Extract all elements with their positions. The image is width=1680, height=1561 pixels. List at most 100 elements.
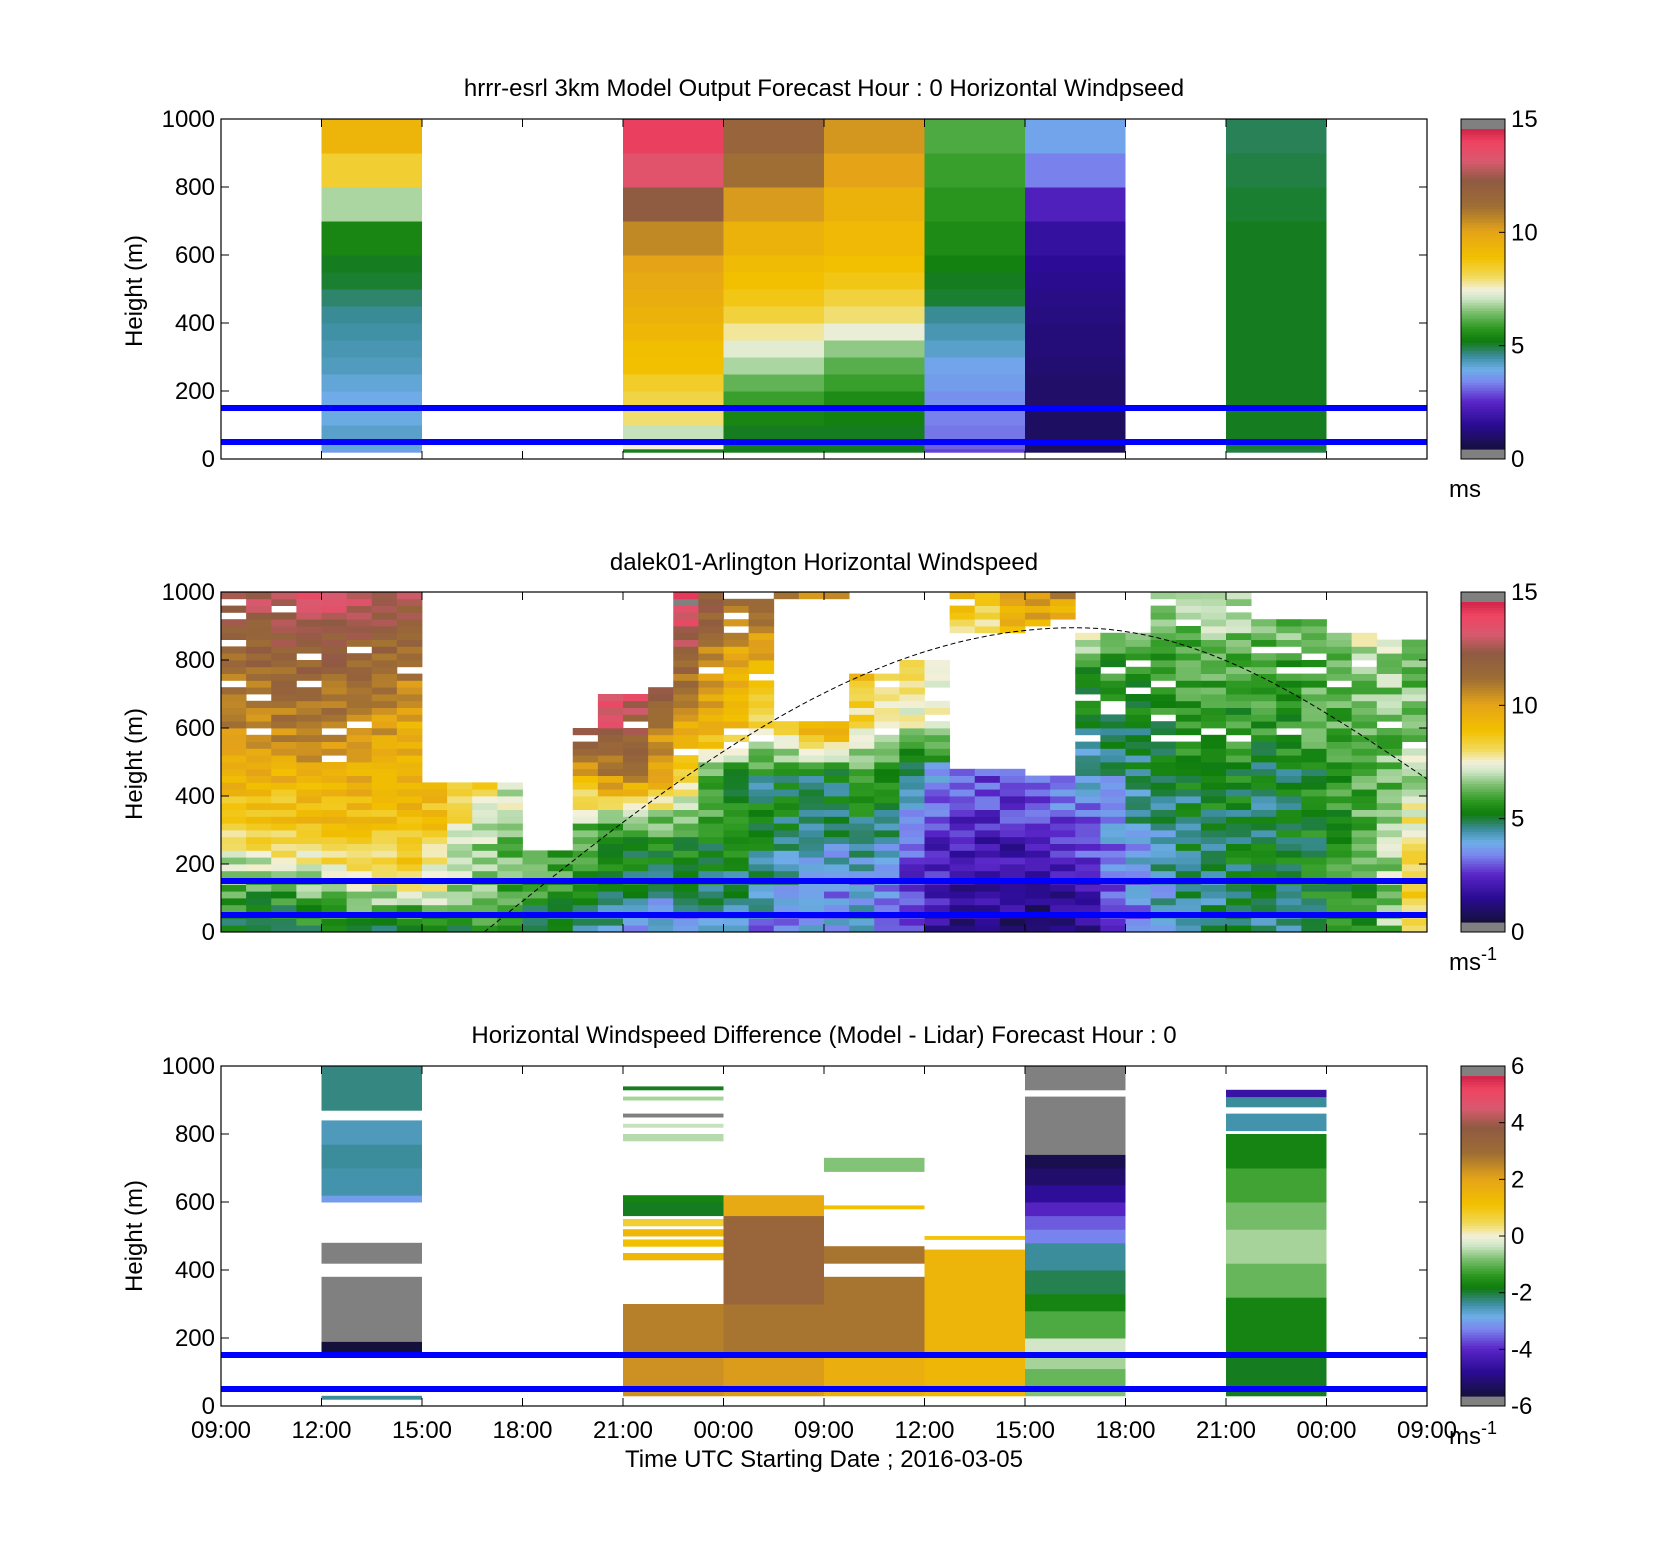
- lidar-cell: [1075, 714, 1101, 722]
- difference-cell: [1025, 1202, 1126, 1217]
- lidar-cell: [1175, 639, 1202, 647]
- lidar-cell: [924, 673, 951, 681]
- colorbar-step: [1461, 230, 1505, 234]
- lidar-cell: [1301, 809, 1327, 817]
- lidar-cell: [1276, 714, 1302, 722]
- colorbar-step: [1461, 844, 1505, 848]
- lidar-cell: [1251, 632, 1277, 640]
- colorbar-step: [1461, 1086, 1505, 1090]
- model-cell: [1226, 357, 1327, 375]
- colorbar-step: [1461, 855, 1505, 859]
- reference-lines: [221, 1352, 1427, 1392]
- lidar-cell: [1401, 809, 1428, 817]
- lidar-cell: [999, 775, 1026, 783]
- lidar-cell: [874, 904, 900, 912]
- lidar-cell: [899, 721, 925, 729]
- lidar-cell: [773, 775, 800, 783]
- lidar-cell: [1175, 918, 1202, 926]
- lidar-cell: [1326, 734, 1353, 742]
- lidar-cell: [1376, 870, 1403, 878]
- colorbar-step: [1461, 427, 1505, 431]
- difference-cell: [924, 1236, 1025, 1240]
- lidar-cell: [1401, 789, 1428, 797]
- lidar-cell: [673, 741, 699, 749]
- lidar-cell: [396, 653, 423, 661]
- lidar-cell: [1226, 694, 1252, 702]
- lidar-cell: [1100, 884, 1126, 892]
- lidar-cell: [321, 653, 348, 661]
- lidar-cell: [1401, 796, 1428, 804]
- colorbar-step: [1461, 631, 1505, 635]
- lidar-cell: [447, 809, 473, 817]
- lidar-cell: [673, 660, 699, 668]
- lidar-cell: [974, 904, 1001, 912]
- lidar-cell: [447, 823, 473, 831]
- colorbar-step: [1461, 919, 1505, 923]
- lidar-cell: [1401, 707, 1428, 715]
- lidar-cell: [698, 680, 724, 688]
- lidar-cell: [246, 904, 272, 912]
- colorbar-step: [1461, 887, 1505, 891]
- lidar-cell: [899, 830, 925, 838]
- colorbar-step: [1461, 1190, 1505, 1194]
- lidar-cell: [1226, 864, 1252, 872]
- lidar-cell: [246, 680, 272, 688]
- lidar-cell: [422, 857, 448, 865]
- lidar-cell: [1025, 925, 1051, 933]
- lidar-cell: [949, 592, 976, 600]
- lidar-cell: [572, 768, 599, 776]
- lidar-cell: [723, 796, 750, 804]
- lidar-cell: [221, 721, 247, 729]
- lidar-cell: [648, 864, 674, 872]
- lidar-cell: [497, 836, 523, 844]
- colorbar-step: [1461, 219, 1505, 223]
- lidar-cell: [572, 816, 599, 824]
- lidar-cell: [271, 653, 297, 661]
- lidar-cell: [723, 809, 750, 817]
- lidar-cell: [999, 918, 1026, 926]
- lidar-cell: [874, 809, 900, 817]
- lidar-cell: [296, 707, 322, 715]
- colorbar-tick-label: 0: [1511, 1223, 1524, 1250]
- lidar-cell: [1125, 925, 1152, 933]
- lidar-cell: [798, 823, 825, 831]
- lidar-cell: [1276, 857, 1302, 865]
- colorbar-step: [1461, 369, 1505, 373]
- lidar-cell: [1200, 592, 1227, 600]
- lidar-cell: [874, 687, 900, 695]
- lidar-cell: [899, 687, 925, 695]
- lidar-cell: [1200, 714, 1227, 722]
- lidar-cell: [849, 700, 875, 708]
- lidar-cell: [698, 850, 724, 858]
- colorbar-step: [1461, 1102, 1505, 1106]
- lidar-cell: [1075, 816, 1101, 824]
- lidar-cell: [1401, 836, 1428, 844]
- lidar-cell: [798, 775, 825, 783]
- lidar-cell: [899, 857, 925, 865]
- lidar-cell: [849, 687, 875, 695]
- lidar-cell: [1276, 680, 1302, 688]
- colorbar-step: [1461, 612, 1505, 616]
- lidar-cell: [1050, 612, 1076, 620]
- lidar-cell: [723, 680, 750, 688]
- lidar-cell: [723, 673, 750, 681]
- lidar-cell: [899, 748, 925, 756]
- lidar-cell: [1401, 870, 1428, 878]
- lidar-cell: [321, 734, 348, 742]
- lidar-cell: [623, 714, 649, 722]
- y-tick-label: 800: [175, 1121, 215, 1148]
- lidar-cell: [698, 809, 724, 817]
- lidar-cell: [597, 904, 624, 912]
- lidar-cell: [447, 843, 473, 851]
- colorbar-step: [1461, 1174, 1505, 1178]
- lidar-cell: [1301, 768, 1327, 776]
- lidar-cell: [1175, 904, 1202, 912]
- lidar-cell: [371, 843, 398, 851]
- lidar-cell: [396, 734, 423, 742]
- lidar-cell: [1226, 891, 1252, 899]
- model-cell: [321, 289, 422, 307]
- colorbar-step: [1461, 1308, 1505, 1312]
- lidar-cell: [949, 782, 976, 790]
- colorbar-step: [1461, 433, 1505, 437]
- lidar-cell: [1125, 809, 1152, 817]
